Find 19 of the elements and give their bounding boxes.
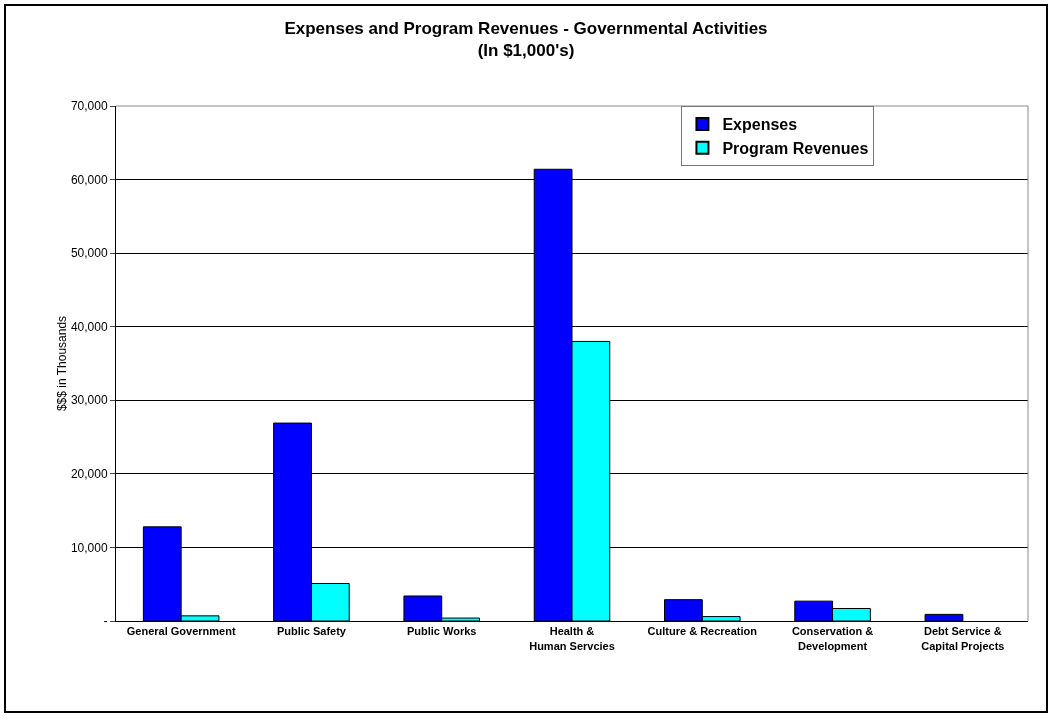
x-tick-label: Culture & Recreation: [647, 625, 758, 638]
x-tick-label: Health & Human Servcies: [529, 625, 615, 652]
y-tick-label: 50,000: [70, 246, 108, 261]
x-tick-label: Public Works: [406, 625, 477, 638]
chart-title: Expenses and Program Revenues - Governmental Activities (In $1,000's): [284, 19, 768, 61]
y-tick-label: 10,000: [70, 540, 108, 555]
x-tick-label: Public Safety: [276, 625, 347, 638]
y-tick-label: 20,000: [70, 467, 108, 482]
x-tick-label: General Government: [126, 625, 236, 638]
legend-label: Expenses: [722, 116, 798, 134]
y-tick-label: 40,000: [70, 319, 108, 334]
x-tick-label: Conservation & Development: [791, 625, 874, 652]
y-axis-title: $$$ in Thousands: [54, 315, 69, 412]
x-tick-label: Debt Service & Capital Projects: [921, 625, 1005, 652]
legend-label: Program Revenues: [722, 139, 869, 157]
y-tick-label: -: [103, 614, 108, 629]
y-tick-label: 30,000: [70, 393, 108, 408]
y-tick-label: 60,000: [70, 172, 108, 187]
y-tick-label: 70,000: [70, 99, 108, 114]
